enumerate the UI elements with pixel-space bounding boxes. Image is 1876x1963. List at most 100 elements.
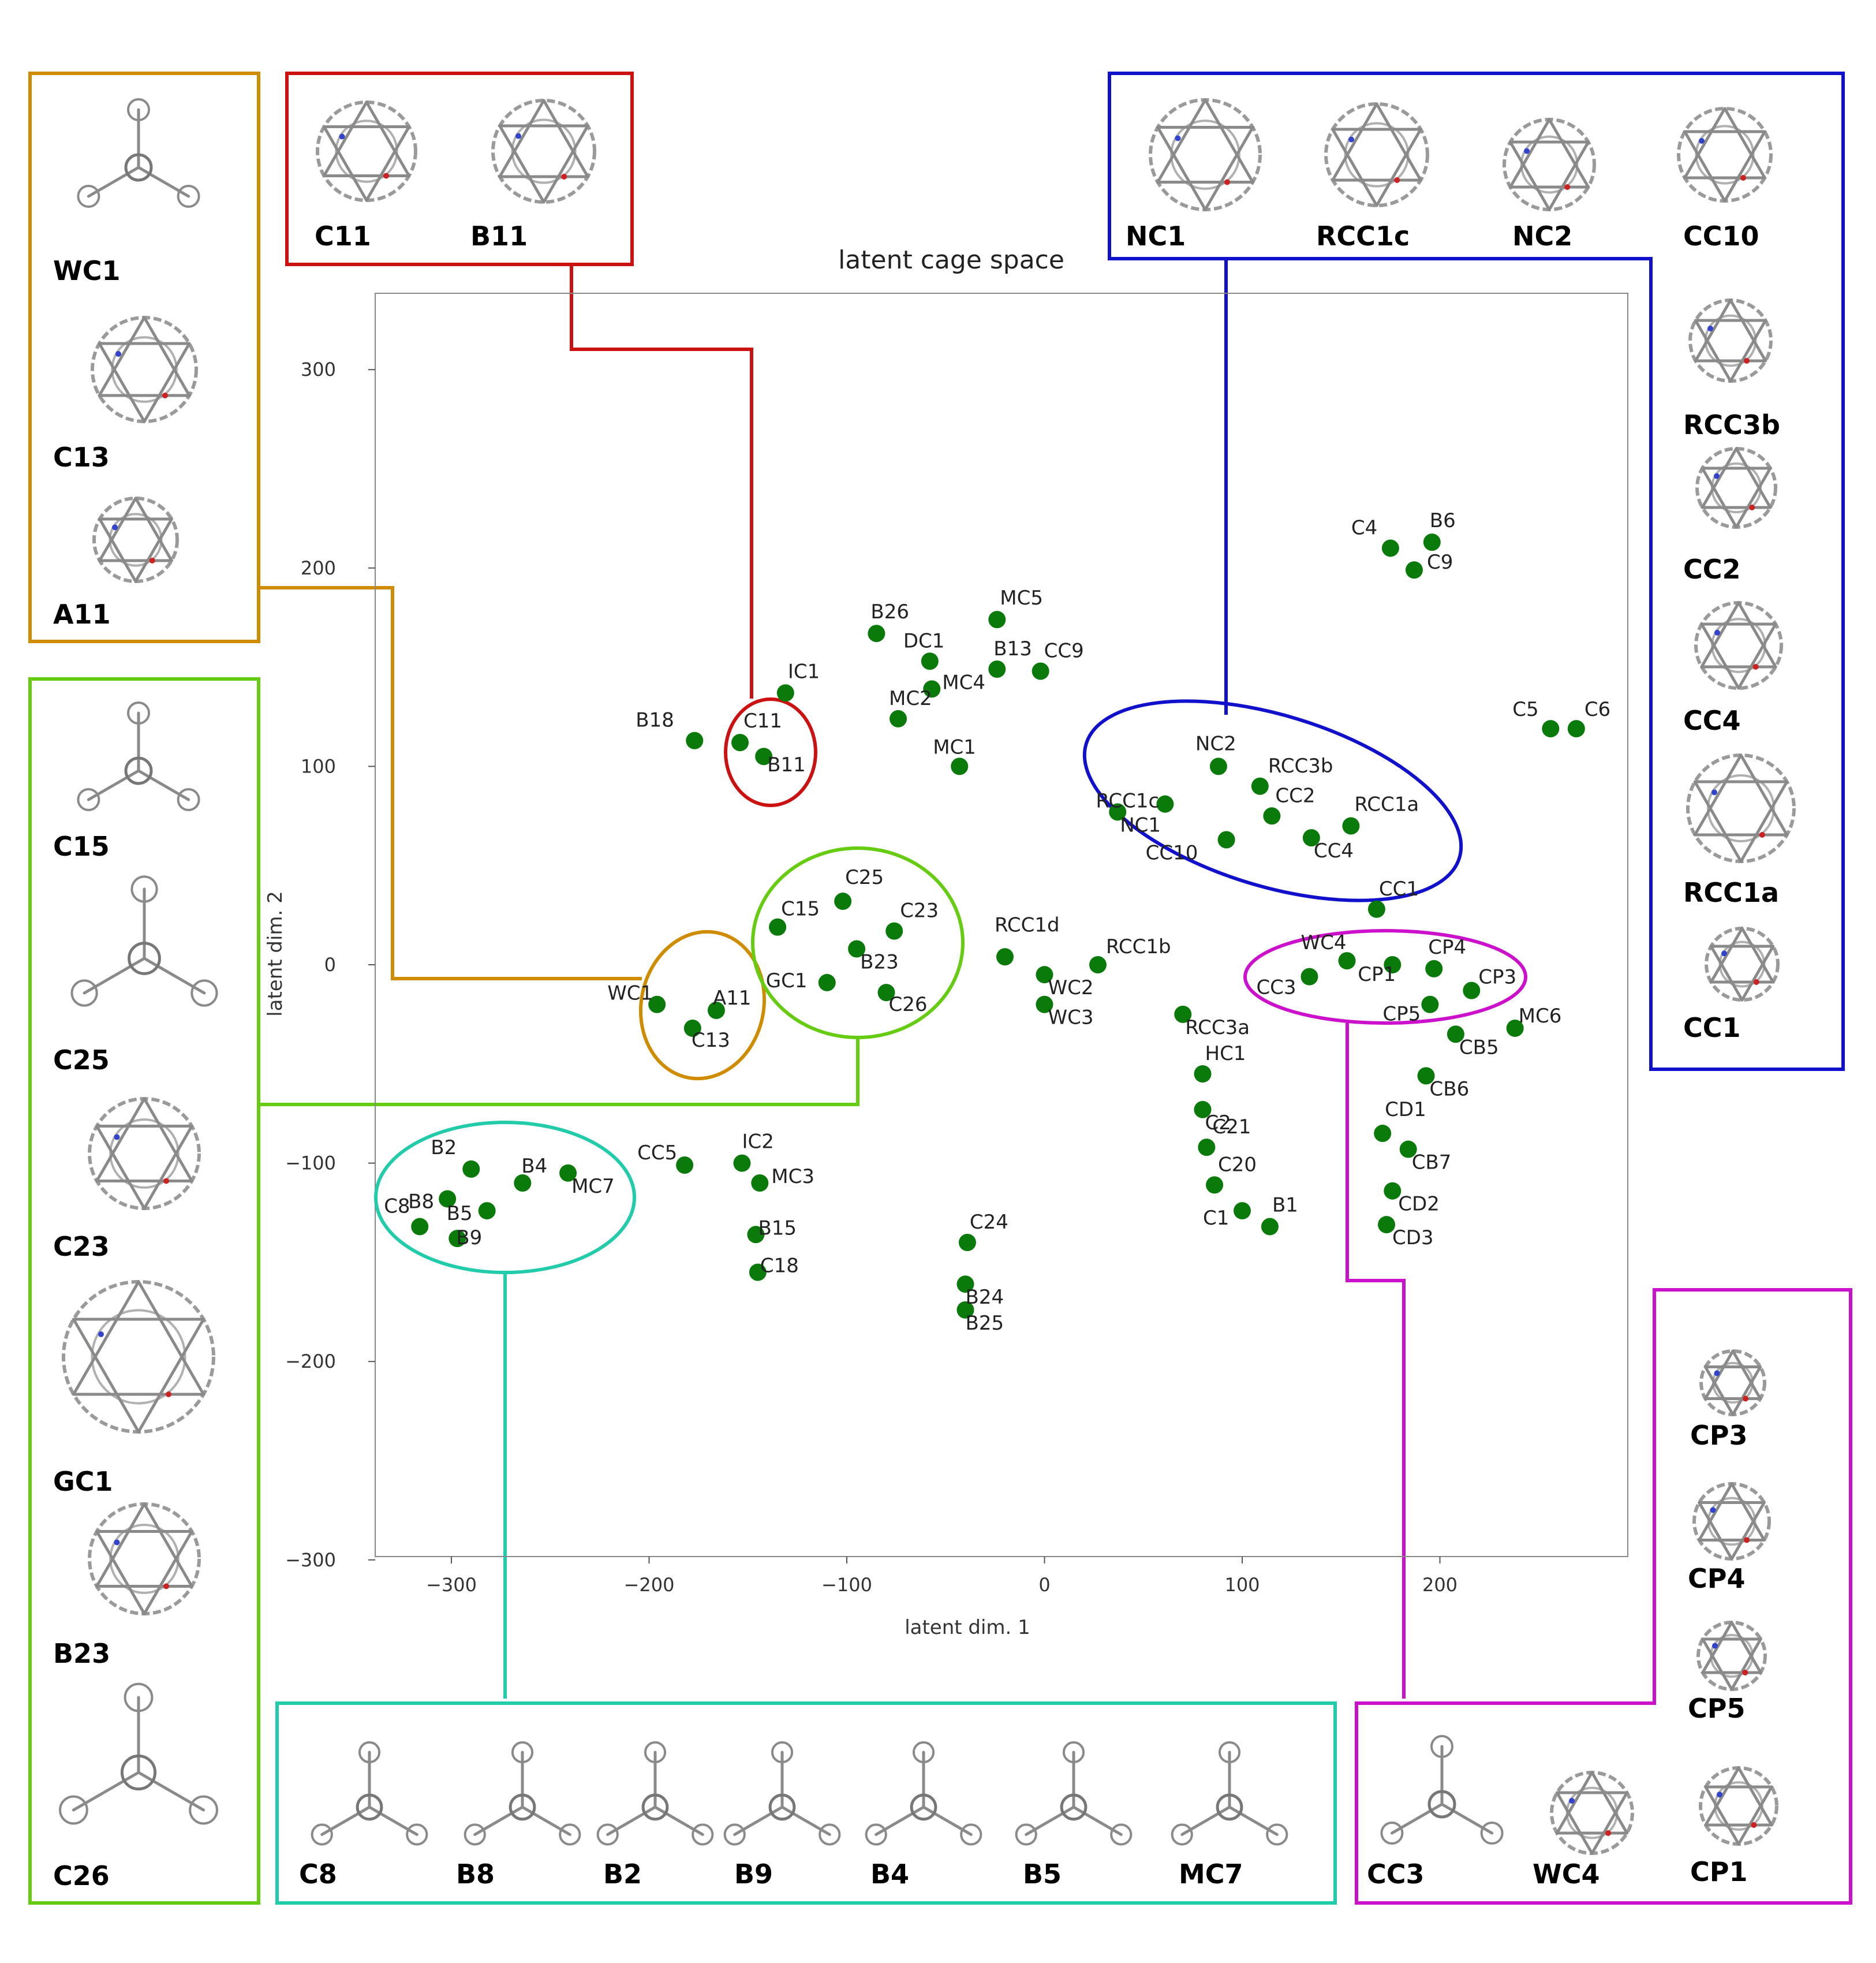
atom-dot xyxy=(114,1134,120,1140)
data-point xyxy=(1463,982,1481,999)
bond-line xyxy=(134,517,173,583)
molecule-CP3 xyxy=(1699,1349,1766,1416)
green-panel xyxy=(28,677,260,1905)
ring-shape xyxy=(77,185,100,208)
y-tick-label: 0 xyxy=(324,954,336,976)
atom-dot xyxy=(1348,136,1354,143)
bond-line xyxy=(365,100,411,177)
ring-shape xyxy=(1688,298,1773,383)
data-point xyxy=(1194,1065,1212,1083)
y-tick-label: 300 xyxy=(301,359,336,380)
point-label: CC4 xyxy=(1314,839,1354,863)
point-label: WC1 xyxy=(607,982,653,1005)
ring-shape xyxy=(1706,774,1776,843)
ring-shape xyxy=(464,1823,486,1846)
bond-line xyxy=(98,497,137,562)
ring-shape xyxy=(91,1309,186,1405)
bond-line xyxy=(143,342,191,423)
point-label: CP4 xyxy=(1428,936,1466,959)
point-label: B4 xyxy=(521,1155,547,1178)
bond-line xyxy=(1508,140,1551,211)
ring-shape xyxy=(771,1741,794,1764)
data-point xyxy=(956,1301,974,1319)
bond-line xyxy=(1156,126,1207,211)
teal-panel xyxy=(275,1701,1337,1905)
molecule-B8 xyxy=(464,1741,581,1846)
bond-line xyxy=(1156,98,1207,184)
data-point xyxy=(834,893,852,910)
panel-label-RCC3b: RCC3b xyxy=(1683,409,1780,441)
panel-label-CC2: CC2 xyxy=(1683,554,1741,585)
point-label: C11 xyxy=(743,710,782,733)
point-label: C21 xyxy=(1212,1115,1251,1139)
ring-shape xyxy=(559,1823,581,1846)
ring-shape xyxy=(1520,135,1579,194)
point-label: CC2 xyxy=(1275,784,1315,807)
point-label: RCC1d xyxy=(995,913,1060,936)
bond-line xyxy=(137,1280,205,1396)
plot-frame xyxy=(375,293,1628,1557)
point-label: IC1 xyxy=(788,660,820,683)
panel-label-B23: B23 xyxy=(53,1638,110,1669)
ring-shape xyxy=(509,1793,536,1821)
bond-line xyxy=(1698,1501,1733,1561)
point-label: B5 xyxy=(447,1202,473,1225)
bond-line xyxy=(1693,753,1743,837)
bond-line xyxy=(72,1771,140,1812)
ring-shape xyxy=(1565,1786,1619,1839)
molecule-B4 xyxy=(865,1741,982,1846)
ring-shape xyxy=(124,153,153,182)
panel-label-C11: C11 xyxy=(315,221,371,252)
data-point xyxy=(749,1263,767,1281)
bond-line xyxy=(1508,118,1551,189)
data-point xyxy=(1234,1202,1251,1220)
panel-label-C26: C26 xyxy=(53,1860,110,1891)
data-point xyxy=(676,1156,694,1174)
ring-shape xyxy=(1149,98,1262,211)
bond-line xyxy=(1701,1637,1733,1691)
data-point xyxy=(1342,817,1360,835)
bond-line xyxy=(542,124,589,204)
atom-dot xyxy=(98,1331,104,1337)
bond-line xyxy=(1548,118,1590,189)
bond-line xyxy=(83,957,146,995)
ring-shape xyxy=(819,1823,841,1846)
ring-shape xyxy=(768,1793,796,1821)
atom-dot xyxy=(1744,1537,1750,1543)
bond-line xyxy=(95,1125,146,1210)
y-tick-label: 100 xyxy=(301,755,336,777)
ring-shape xyxy=(1695,125,1755,185)
point-label: CP5 xyxy=(1382,1003,1421,1026)
atom-dot xyxy=(1714,1370,1720,1376)
point-label: CC5 xyxy=(637,1141,677,1165)
bond-line xyxy=(1709,927,1744,984)
atom-dot xyxy=(114,1539,120,1546)
molecule-RCC3b xyxy=(1688,298,1773,383)
bond-line xyxy=(1180,1805,1231,1836)
data-point xyxy=(921,652,939,670)
bond-line xyxy=(1555,1771,1594,1835)
bond-line xyxy=(1548,140,1590,211)
ring-shape xyxy=(1695,447,1777,529)
bond-line xyxy=(1590,1771,1629,1835)
atom-dot xyxy=(1714,473,1720,479)
ring-shape xyxy=(1711,618,1766,673)
panel-label-B4: B4 xyxy=(870,1858,909,1890)
molecule-CC2 xyxy=(1695,447,1777,529)
point-label: CC3 xyxy=(1256,976,1296,999)
point-label: C18 xyxy=(760,1255,799,1278)
data-point xyxy=(868,625,885,643)
data-point xyxy=(848,940,866,958)
bond-line xyxy=(733,1805,784,1836)
point-label: B11 xyxy=(767,753,806,777)
bond-line xyxy=(137,1771,205,1812)
atom-dot xyxy=(515,133,521,139)
x-tick-label: 100 xyxy=(1224,1574,1260,1596)
panel-label-A11: A11 xyxy=(53,599,111,630)
ring-shape xyxy=(358,1741,381,1764)
bond-line xyxy=(1693,780,1743,863)
molecule-CC3 xyxy=(1380,1735,1504,1845)
ring-shape xyxy=(356,1793,383,1821)
scatter-plot: latent cage space latent dim. 1 latent d… xyxy=(264,245,1628,1639)
data-point xyxy=(890,710,907,727)
